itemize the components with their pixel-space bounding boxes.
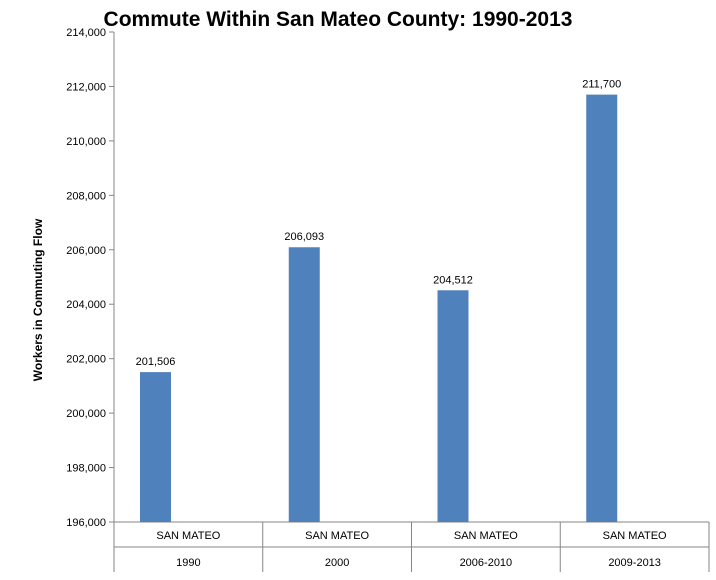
y-tick-label: 210,000 [66, 136, 106, 148]
y-axis-label: Workers in Commuting Flow [31, 218, 45, 381]
y-tick-label: 202,000 [66, 354, 106, 366]
category-label: SAN MATEO [603, 530, 667, 542]
y-tick-label: 198,000 [66, 463, 106, 475]
y-axis-ticks: 196,000 198,000 200,000 202,000 204,000 206,0… [66, 27, 114, 529]
category-group-label: 2009-2013 [608, 557, 661, 569]
category-label: SAN MATEO [305, 530, 369, 542]
y-tick-label: 200,000 [66, 408, 106, 420]
category-group-label: 2000 [325, 557, 349, 569]
y-tick-label: 214,000 [66, 27, 106, 39]
data-label: 206,093 [284, 231, 324, 243]
bar [586, 94, 618, 522]
bars [140, 94, 618, 523]
bar [437, 290, 469, 522]
category-label: SAN MATEO [454, 530, 518, 542]
data-label: 201,506 [136, 356, 176, 368]
axes [113, 32, 709, 572]
y-tick-label: 204,000 [66, 299, 106, 311]
category-axis: SAN MATEO 1990 SAN MATEO 2000 SAN MATEO 2006-… [113, 522, 710, 572]
chart-title: Commute Within San Mateo County: 1990-20… [104, 8, 573, 31]
data-label: 211,700 [582, 79, 621, 91]
y-tick-label: 212,000 [66, 81, 106, 93]
y-tick-label: 206,000 [66, 245, 106, 257]
bar [288, 247, 320, 523]
category-label: SAN MATEO [156, 530, 220, 542]
data-labels: 201,506 206,093 204,512 211,700 [136, 79, 622, 369]
y-tick-label: 208,000 [66, 190, 106, 202]
y-tick-label: 196,000 [66, 517, 106, 529]
category-group-label: 2006-2010 [460, 557, 513, 569]
bar [140, 372, 171, 522]
data-label: 204,512 [433, 274, 473, 286]
category-group-label: 1990 [176, 557, 200, 569]
